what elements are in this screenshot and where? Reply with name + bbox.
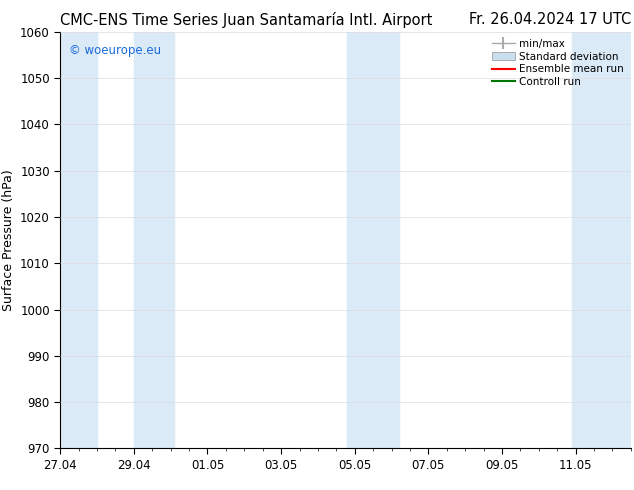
Text: © woeurope.eu: © woeurope.eu	[68, 44, 161, 57]
Bar	[572, 32, 634, 448]
Y-axis label: Surface Pressure (hPa): Surface Pressure (hPa)	[1, 169, 15, 311]
Bar	[56, 32, 97, 448]
Text: CMC-ENS Time Series Juan Santamaría Intl. Airport: CMC-ENS Time Series Juan Santamaría Intl…	[60, 12, 432, 28]
Bar	[134, 32, 174, 448]
Bar	[347, 32, 399, 448]
Text: Fr. 26.04.2024 17 UTC: Fr. 26.04.2024 17 UTC	[469, 12, 631, 27]
Legend: min/max, Standard deviation, Ensemble mean run, Controll run: min/max, Standard deviation, Ensemble me…	[489, 37, 626, 89]
